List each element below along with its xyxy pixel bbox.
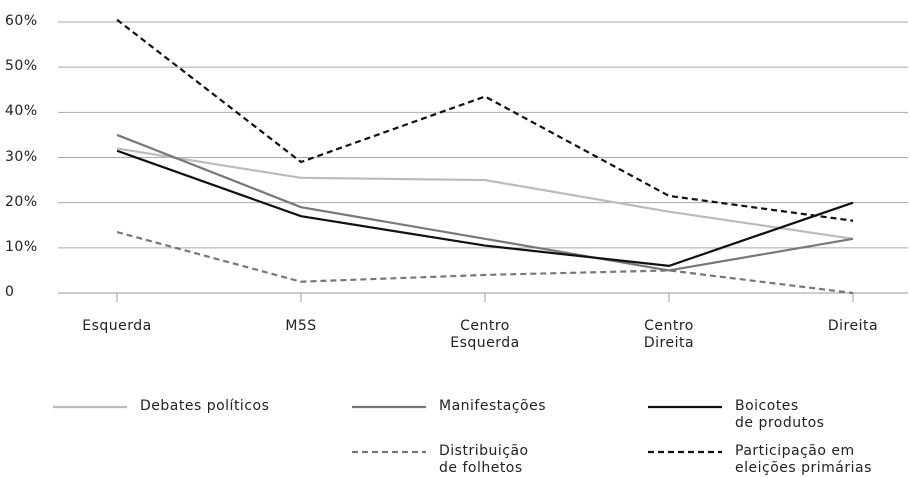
series-line xyxy=(116,230,854,295)
y-tick-label: 40% xyxy=(5,103,38,120)
y-tick-label: 20% xyxy=(5,193,38,210)
y-tick-label: 60% xyxy=(5,13,38,29)
x-tick-label: M5S xyxy=(285,318,317,334)
series-line xyxy=(116,149,854,268)
y-tick-label: 10% xyxy=(5,238,38,255)
y-tick-label: 0 xyxy=(5,284,15,300)
legend-label: Debates políticos xyxy=(140,398,270,414)
series-line xyxy=(116,147,854,240)
legend-label: Boicotes de produtos xyxy=(735,398,825,431)
legend-label: Distribuição de folhetos xyxy=(439,443,529,476)
legend-label: Participação em eleições primárias xyxy=(735,443,872,476)
x-tick-label: Esquerda xyxy=(82,318,152,334)
y-tick-label: 30% xyxy=(5,148,38,165)
x-tick-label: Centro Direita xyxy=(643,318,695,351)
series-line xyxy=(116,133,854,272)
series-line xyxy=(116,18,854,222)
x-tick-label: Direita xyxy=(827,318,879,334)
x-tick-label: Centro Esquerda xyxy=(450,318,520,351)
legend-label: Manifestações xyxy=(439,398,546,414)
y-tick-label: 50% xyxy=(5,58,38,75)
